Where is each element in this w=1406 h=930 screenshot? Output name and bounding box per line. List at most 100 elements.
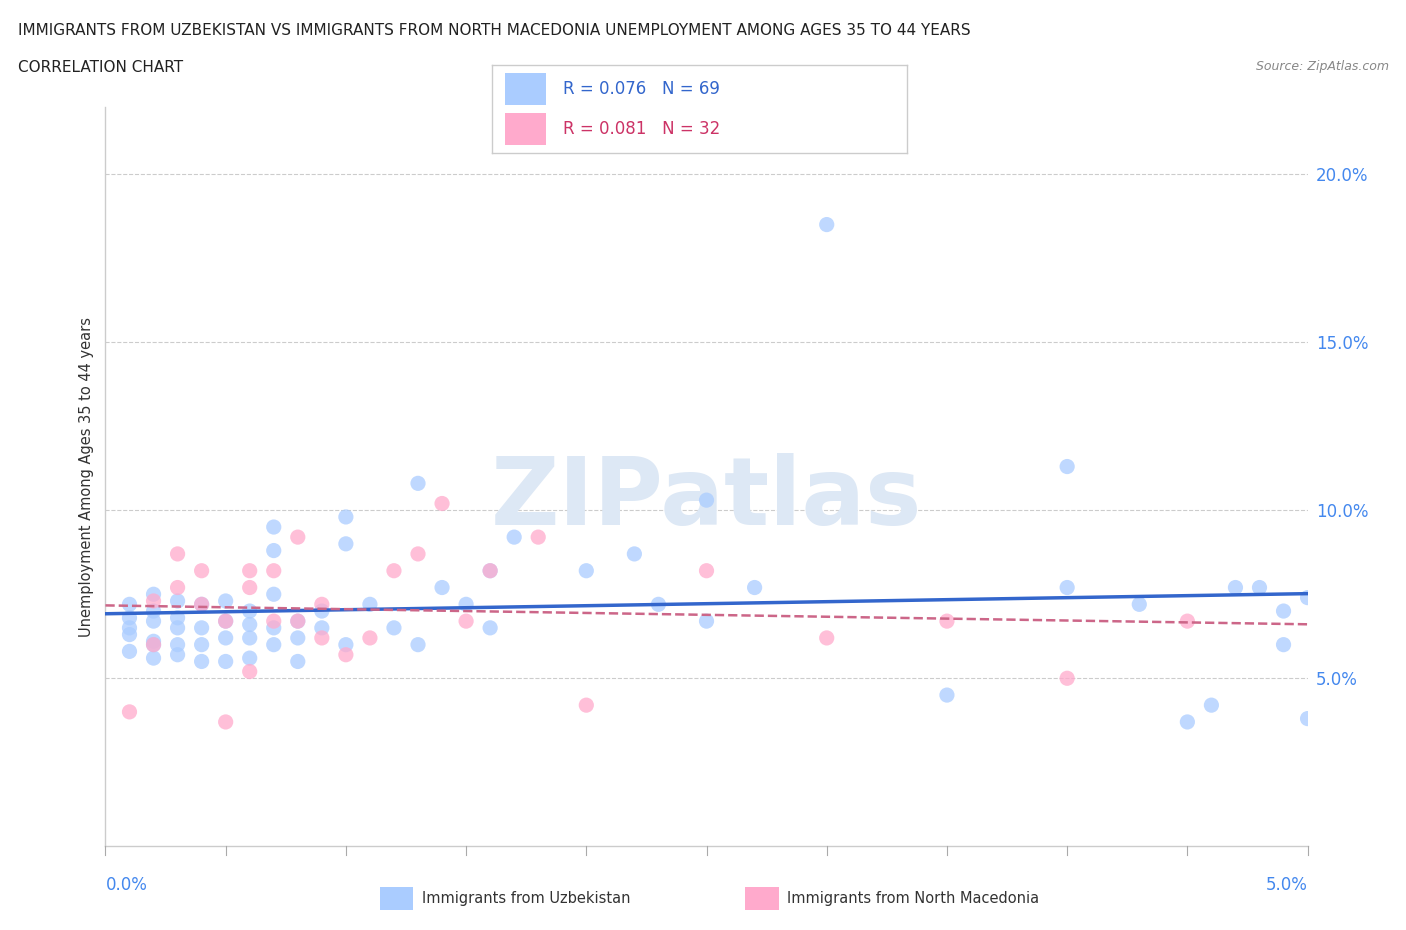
Point [239,651,262,666]
Point [190,654,212,669]
Text: Source: ZipAtlas.com: Source: ZipAtlas.com [1256,60,1389,73]
Point [382,564,405,578]
Point [1201,698,1223,712]
Point [454,597,477,612]
Point [1225,580,1247,595]
Point [287,614,309,629]
Point [190,620,212,635]
Point [166,580,188,595]
Point [239,580,262,595]
Point [1296,591,1319,605]
Point [382,620,405,635]
Point [575,564,598,578]
Point [190,564,212,578]
Point [696,493,718,508]
Point [1296,711,1319,726]
Point [287,614,309,629]
Point [142,651,165,666]
Point [359,631,381,645]
Text: ZIPatlas: ZIPatlas [491,453,922,545]
Text: R = 0.081   N = 32: R = 0.081 N = 32 [562,120,720,138]
Point [214,593,236,608]
Point [263,614,285,629]
Point [335,510,357,525]
Point [1175,614,1198,629]
Point [287,530,309,545]
Point [406,637,429,652]
Text: CORRELATION CHART: CORRELATION CHART [18,60,183,75]
Point [503,530,526,545]
Point [430,580,453,595]
Point [1272,637,1295,652]
Point [263,620,285,635]
Point [239,631,262,645]
Point [118,597,141,612]
Point [239,564,262,578]
Point [142,634,165,649]
Point [623,547,645,562]
Point [214,614,236,629]
FancyBboxPatch shape [505,113,546,145]
Text: 5.0%: 5.0% [1265,876,1308,894]
Point [479,564,502,578]
Point [1056,671,1078,685]
Point [1175,714,1198,729]
Point [142,587,165,602]
Text: IMMIGRANTS FROM UZBEKISTAN VS IMMIGRANTS FROM NORTH MACEDONIA UNEMPLOYMENT AMONG: IMMIGRANTS FROM UZBEKISTAN VS IMMIGRANTS… [18,23,972,38]
Point [479,620,502,635]
Point [1056,580,1078,595]
Point [239,604,262,618]
Text: 0.0%: 0.0% [105,876,148,894]
Point [287,654,309,669]
Point [815,217,838,232]
Point [142,604,165,618]
Point [214,714,236,729]
Point [263,637,285,652]
Point [118,704,141,719]
Y-axis label: Unemployment Among Ages 35 to 44 years: Unemployment Among Ages 35 to 44 years [79,316,94,637]
Point [118,610,141,625]
Text: Immigrants from Uzbekistan: Immigrants from Uzbekistan [422,891,630,906]
Point [142,593,165,608]
Point [214,614,236,629]
Point [239,618,262,632]
Point [166,610,188,625]
Point [1128,597,1150,612]
Point [406,547,429,562]
Point [335,637,357,652]
Point [263,520,285,535]
Point [166,620,188,635]
Point [190,597,212,612]
Point [287,631,309,645]
Point [263,564,285,578]
Point [166,593,188,608]
Point [359,597,381,612]
Point [166,647,188,662]
Point [936,687,959,702]
Point [647,597,669,612]
Point [696,564,718,578]
Point [239,664,262,679]
Point [166,547,188,562]
Point [142,614,165,629]
Point [454,614,477,629]
Point [214,654,236,669]
Point [406,476,429,491]
Point [575,698,598,712]
Point [1272,604,1295,618]
Point [430,496,453,511]
Point [190,637,212,652]
Point [527,530,550,545]
Point [311,604,333,618]
Point [166,637,188,652]
Point [1056,459,1078,474]
Point [744,580,766,595]
Point [190,597,212,612]
Point [335,537,357,551]
Point [214,631,236,645]
Point [118,627,141,642]
Point [263,587,285,602]
Text: R = 0.076   N = 69: R = 0.076 N = 69 [562,80,720,98]
Point [311,631,333,645]
Point [142,637,165,652]
